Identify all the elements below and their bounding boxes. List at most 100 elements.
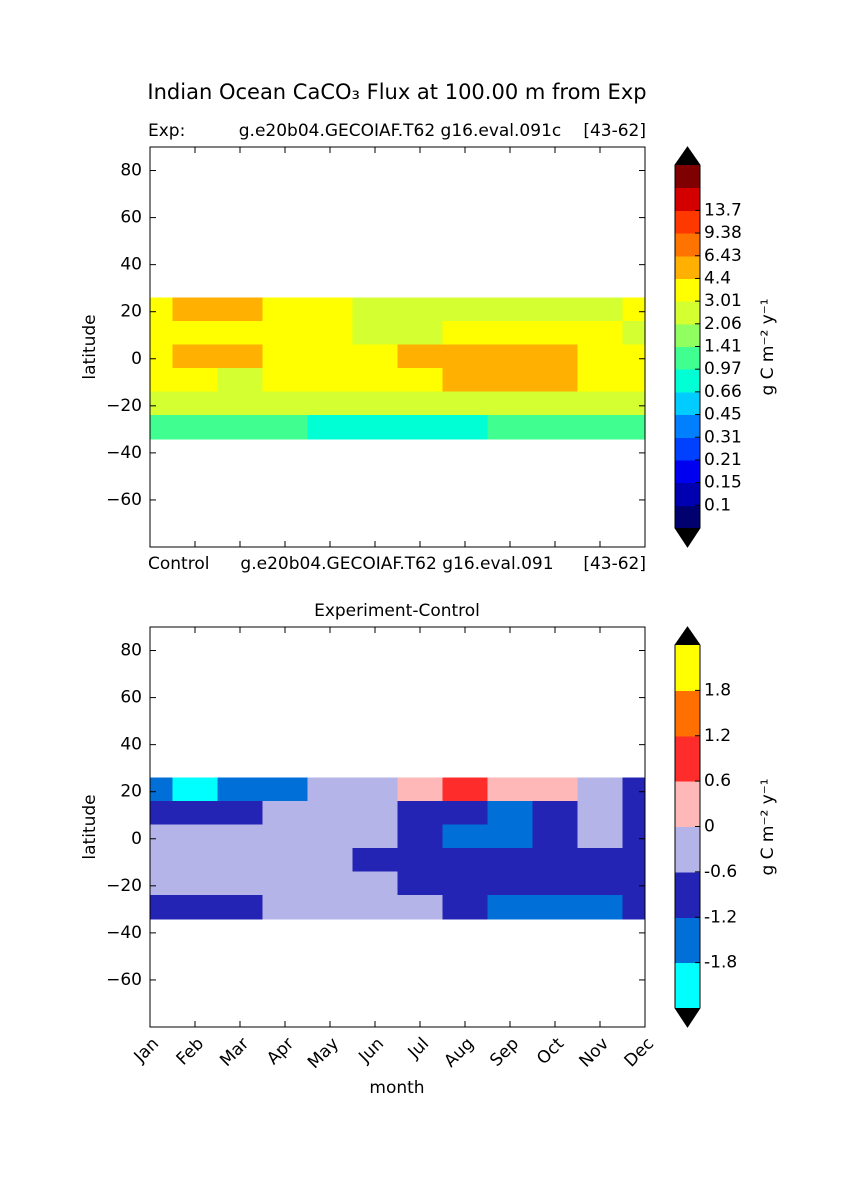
contour-cell (622, 321, 645, 346)
colorbar-label: 6.43 (704, 246, 742, 266)
colorbar-box (675, 645, 700, 691)
y-tick-label: 0 (131, 829, 142, 849)
contour-cell (532, 297, 578, 322)
contour-cell (532, 391, 578, 416)
colorbar-box (675, 962, 700, 1009)
contour-cell (352, 415, 398, 440)
contour-cell (487, 871, 533, 896)
colorbar-label: 1.8 (704, 680, 731, 700)
contour-cell (577, 368, 623, 393)
contour-cell (172, 321, 218, 346)
contour-cell (172, 871, 218, 896)
contour-cell (532, 321, 578, 346)
contour-cell (262, 391, 308, 416)
contour-cell (577, 871, 623, 896)
contour-cell (217, 391, 263, 416)
axes-frame (149, 626, 646, 1028)
y-tick-label: 40 (120, 735, 142, 755)
contour-cell (307, 415, 353, 440)
contour-cell (487, 848, 533, 873)
colorbar-label: -1.2 (704, 907, 737, 927)
plot-area (150, 777, 645, 920)
contour-cell (217, 895, 263, 920)
colorbar-arrow (675, 528, 700, 547)
contour-cell (262, 415, 308, 440)
contour-cell (150, 297, 173, 322)
contour-cell (397, 368, 443, 393)
contour-cell (622, 801, 645, 826)
contour-cell (150, 895, 173, 920)
contour-cell (172, 391, 218, 416)
contour-cell (442, 391, 488, 416)
contour-cell (307, 321, 353, 346)
control-years: [43-62] (583, 554, 646, 574)
colorbar-label: 4.4 (704, 268, 731, 288)
colorbar-box (675, 826, 700, 873)
contour-cell (622, 368, 645, 393)
contour-cell (262, 368, 308, 393)
contour-cell (352, 801, 398, 826)
colorbar-label: 0.45 (704, 405, 742, 425)
contour-cell (352, 871, 398, 896)
contour-cell (307, 297, 353, 322)
contour-cell (352, 848, 398, 873)
y-tick-label: −20 (106, 396, 142, 416)
contour-cell (150, 344, 173, 369)
contour-cell (172, 824, 218, 849)
colorbar-frame (674, 146, 701, 548)
contour-cell (352, 824, 398, 849)
contour-cell (487, 321, 533, 346)
contour-cell (150, 415, 173, 440)
control-label: Control (148, 554, 209, 574)
colorbar-box (675, 369, 700, 393)
colorbar-title: g C m⁻² y⁻¹ (758, 298, 778, 395)
contour-cell (217, 297, 263, 322)
contour-cell (577, 321, 623, 346)
contour-cell (172, 415, 218, 440)
contour-cell (217, 871, 263, 896)
contour-cell (487, 368, 533, 393)
y-tick-label: −60 (106, 490, 142, 510)
y-tick-label: 80 (120, 161, 142, 181)
contour-cell (532, 895, 578, 920)
colorbar-box (675, 690, 700, 737)
subtitle: g.e20b04.GECOIAF.T62 g16.eval.091c (239, 121, 561, 141)
contour-cell (397, 801, 443, 826)
contour-cell (487, 777, 533, 802)
contour-cell (217, 848, 263, 873)
contour-cell (262, 297, 308, 322)
contour-cell (532, 368, 578, 393)
colorbar-label: 0.15 (704, 473, 742, 493)
colorbar-box (675, 301, 700, 325)
colorbar-box (675, 210, 700, 234)
colorbar-label: 0.21 (704, 450, 742, 470)
contour-cell (442, 415, 488, 440)
contour-cell (442, 777, 488, 802)
contour-cell (397, 415, 443, 440)
y-tick-label: 40 (120, 255, 142, 275)
left-label: Exp: (148, 121, 185, 141)
contour-cell (397, 344, 443, 369)
contour-cell (352, 297, 398, 322)
y-tick-label: 80 (120, 641, 142, 661)
colorbar-box (675, 346, 700, 370)
contour-cell (307, 777, 353, 802)
contour-cell (532, 871, 578, 896)
contour-cell (172, 368, 218, 393)
contour-cell (442, 824, 488, 849)
colorbar-box (675, 323, 700, 347)
contour-cell (577, 848, 623, 873)
colorbar-box (675, 437, 700, 461)
colorbar-box (675, 187, 700, 211)
contour-cell (532, 777, 578, 802)
contour-cell (150, 801, 173, 826)
contour-cell (150, 848, 173, 873)
contour-cell (487, 895, 533, 920)
contour-cell (442, 321, 488, 346)
contour-cell (352, 344, 398, 369)
contour-cell (307, 871, 353, 896)
contour-cell (487, 801, 533, 826)
contour-cell (577, 297, 623, 322)
contour-cell (217, 777, 263, 802)
